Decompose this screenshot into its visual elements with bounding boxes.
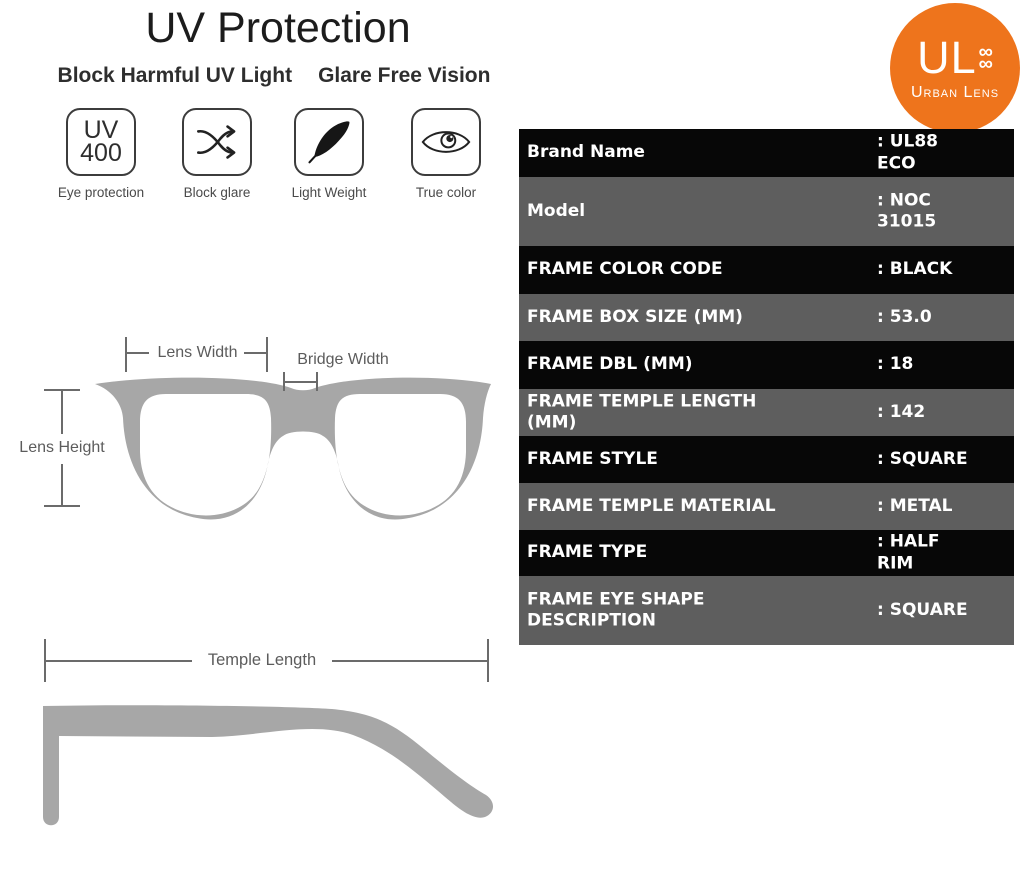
spec-value: : NOC 31015 xyxy=(877,189,937,232)
spec-row-frame-type: FRAME TYPE : HALF RIM xyxy=(519,530,1014,576)
feature-label: Light Weight xyxy=(291,185,367,200)
spec-row-frame-eye-shape: FRAME EYE SHAPE DESCRIPTION : SQUARE xyxy=(519,576,1014,645)
feature-label: True color xyxy=(415,185,477,200)
feature-true-color: True color xyxy=(398,108,494,200)
measurement-lines xyxy=(44,337,489,682)
spec-label: FRAME BOX SIZE (MM) xyxy=(527,306,743,327)
spec-row-model: Model : NOC 31015 xyxy=(519,177,1014,246)
spec-value: : SQUARE xyxy=(877,599,968,620)
spec-row-frame-color-code: FRAME COLOR CODE : BLACK xyxy=(519,246,1014,294)
spec-label: FRAME TEMPLE LENGTH (MM) xyxy=(527,390,757,433)
lens-height-label: Lens Height xyxy=(19,439,105,456)
infinity-icon: ∞ ∞ xyxy=(978,40,993,75)
spec-label: FRAME TYPE xyxy=(527,542,648,563)
feature-eye-protection: UV 400 Eye protection xyxy=(53,108,149,200)
spec-table: Brand Name : UL88 ECO Model : NOC 31015 … xyxy=(519,129,1014,645)
glasses-front-shape xyxy=(95,377,491,520)
logo-mark: UL ∞ ∞ xyxy=(917,35,993,80)
page-title: UV Protection xyxy=(145,4,411,52)
feature-label: Eye protection xyxy=(57,185,145,200)
spec-label: FRAME EYE SHAPE DESCRIPTION xyxy=(527,588,705,631)
uv400-badge-icon: UV 400 xyxy=(66,108,136,176)
temple-arm-shape xyxy=(43,705,494,826)
uv400-text-bottom: 400 xyxy=(80,139,122,167)
spec-label: FRAME STYLE xyxy=(527,448,658,469)
spec-row-frame-temple-material: FRAME TEMPLE MATERIAL : METAL xyxy=(519,483,1014,530)
spec-label: FRAME DBL (MM) xyxy=(527,354,693,375)
spec-value: : 142 xyxy=(877,401,926,422)
spec-row-frame-temple-length: FRAME TEMPLE LENGTH (MM) : 142 xyxy=(519,389,1014,436)
spec-value: : 53.0 xyxy=(877,306,932,327)
spec-value: : BLACK xyxy=(877,259,953,280)
block-glare-arrows-icon xyxy=(182,108,252,176)
spec-label: FRAME TEMPLE MATERIAL xyxy=(527,495,776,516)
feature-label: Block glare xyxy=(183,185,251,200)
subtitle: Block Harmful UV Light Glare Free Vision xyxy=(0,64,548,88)
spec-label: FRAME COLOR CODE xyxy=(527,259,723,280)
logo-initials: UL xyxy=(917,31,977,83)
subtitle-glare-free: Glare Free Vision xyxy=(318,64,491,87)
spec-label: Model xyxy=(527,200,586,221)
feature-block-glare: Block glare xyxy=(169,108,265,200)
bridge-width-label: Bridge Width xyxy=(297,351,389,368)
temple-length-label: Temple Length xyxy=(207,651,317,669)
uv400-text-top: UV xyxy=(83,115,119,144)
eye-icon xyxy=(411,108,481,176)
spec-value: : METAL xyxy=(877,495,953,516)
feature-light-weight: Light Weight xyxy=(281,108,377,200)
spec-value: : UL88 ECO xyxy=(877,131,939,173)
spec-value: : HALF RIM xyxy=(877,531,940,573)
spec-value: : SQUARE xyxy=(877,448,968,469)
spec-row-brand-name: Brand Name : UL88 ECO xyxy=(519,129,1014,177)
spec-row-frame-box-size: FRAME BOX SIZE (MM) : 53.0 xyxy=(519,294,1014,341)
urban-lens-logo: UL ∞ ∞ Urban Lens xyxy=(890,3,1020,133)
logo-brand-name: Urban Lens xyxy=(910,83,1000,101)
lens-width-label: Lens Width xyxy=(157,344,238,361)
subtitle-block-uv: Block Harmful UV Light xyxy=(57,64,293,87)
spec-row-frame-dbl: FRAME DBL (MM) : 18 xyxy=(519,341,1014,389)
spec-value: : 18 xyxy=(877,354,914,375)
feather-icon xyxy=(294,108,364,176)
spec-label: Brand Name xyxy=(527,142,645,163)
spec-row-frame-style: FRAME STYLE : SQUARE xyxy=(519,436,1014,483)
